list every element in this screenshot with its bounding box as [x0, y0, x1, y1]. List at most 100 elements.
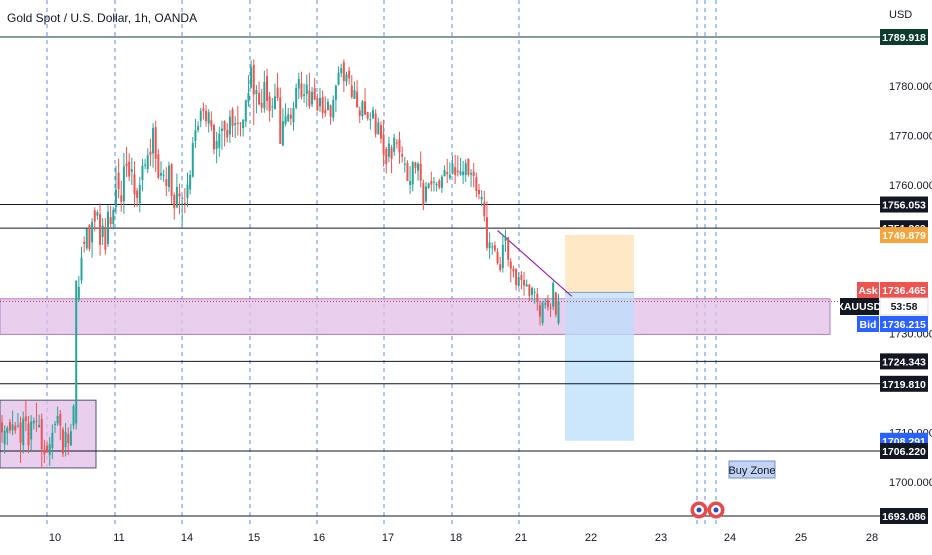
candle[interactable] — [499, 264, 502, 271]
candle[interactable] — [226, 130, 229, 138]
candle[interactable] — [173, 194, 176, 209]
candle[interactable] — [273, 96, 276, 110]
candle[interactable] — [69, 431, 72, 446]
candle[interactable] — [377, 122, 380, 135]
candle[interactable] — [538, 305, 541, 317]
candle[interactable] — [258, 92, 261, 105]
candle[interactable] — [326, 101, 329, 111]
candle[interactable] — [114, 189, 117, 208]
candle[interactable] — [459, 171, 462, 175]
candle[interactable] — [186, 184, 189, 198]
candle[interactable] — [56, 416, 59, 424]
candle[interactable] — [546, 300, 549, 308]
candle[interactable] — [83, 241, 86, 244]
candle[interactable] — [531, 287, 533, 295]
candle[interactable] — [289, 114, 292, 119]
candle[interactable] — [393, 137, 396, 152]
candle[interactable] — [181, 197, 184, 199]
candle[interactable] — [398, 139, 401, 153]
candle[interactable] — [223, 121, 226, 131]
candle[interactable] — [448, 174, 451, 179]
candle[interactable] — [345, 74, 348, 82]
candle[interactable] — [467, 158, 470, 175]
candle[interactable] — [358, 110, 361, 116]
candle[interactable] — [263, 82, 266, 109]
candle[interactable] — [250, 67, 253, 88]
candle[interactable] — [72, 406, 75, 426]
economic-event-icon[interactable] — [707, 501, 725, 519]
candle[interactable] — [125, 163, 128, 167]
candle[interactable] — [512, 268, 515, 272]
candle[interactable] — [403, 163, 406, 165]
candle[interactable] — [75, 280, 78, 424]
candle[interactable] — [303, 94, 306, 96]
candle[interactable] — [205, 110, 208, 122]
candle[interactable] — [557, 301, 560, 324]
position-target[interactable] — [565, 234, 634, 293]
candle[interactable] — [104, 227, 107, 250]
candle[interactable] — [544, 303, 547, 305]
candle[interactable] — [446, 172, 449, 175]
candle[interactable] — [364, 101, 367, 115]
candle[interactable] — [51, 432, 54, 449]
candle[interactable] — [409, 181, 412, 185]
candle[interactable] — [379, 125, 382, 139]
candle[interactable] — [440, 176, 443, 188]
candle[interactable] — [266, 76, 268, 101]
candle[interactable] — [507, 237, 510, 260]
candle[interactable] — [1, 422, 3, 433]
candle[interactable] — [32, 420, 35, 424]
candle[interactable] — [112, 209, 115, 225]
candle[interactable] — [297, 79, 300, 89]
candle[interactable] — [199, 110, 202, 122]
candle[interactable] — [496, 251, 499, 264]
candle[interactable] — [456, 170, 459, 173]
candle[interactable] — [46, 445, 49, 453]
candle[interactable] — [480, 196, 483, 200]
candle[interactable] — [340, 68, 343, 74]
candle[interactable] — [454, 167, 457, 176]
candle[interactable] — [228, 116, 231, 135]
candle[interactable] — [141, 165, 144, 181]
economic-event-icon[interactable] — [690, 501, 708, 519]
consolidation-box[interactable] — [0, 399, 97, 469]
candle[interactable] — [356, 91, 359, 108]
candle[interactable] — [504, 236, 507, 241]
candle[interactable] — [231, 109, 234, 127]
candle[interactable] — [138, 184, 141, 204]
candle[interactable] — [244, 100, 247, 122]
candle[interactable] — [353, 90, 356, 99]
candle[interactable] — [220, 128, 223, 132]
candle[interactable] — [136, 190, 139, 198]
candle[interactable] — [22, 418, 25, 446]
candle[interactable] — [401, 153, 404, 157]
candle[interactable] — [470, 173, 473, 175]
candle[interactable] — [552, 282, 555, 307]
candle[interactable] — [425, 186, 427, 202]
candle[interactable] — [369, 119, 372, 121]
candle[interactable] — [419, 163, 422, 181]
candle[interactable] — [541, 302, 544, 324]
candle[interactable] — [144, 164, 147, 166]
candle[interactable] — [472, 171, 475, 177]
candle[interactable] — [24, 416, 27, 421]
candle[interactable] — [374, 113, 377, 135]
candle[interactable] — [414, 162, 417, 168]
candle[interactable] — [189, 175, 192, 190]
candle[interactable] — [213, 125, 215, 150]
position-stop-side[interactable] — [565, 292, 634, 441]
candle[interactable] — [67, 434, 70, 444]
candle[interactable] — [523, 279, 526, 286]
candle[interactable] — [348, 70, 351, 79]
candle[interactable] — [59, 414, 62, 426]
candle[interactable] — [337, 72, 340, 85]
candle[interactable] — [292, 107, 295, 123]
candle[interactable] — [48, 444, 51, 456]
candle[interactable] — [133, 174, 136, 195]
candle[interactable] — [130, 169, 133, 172]
candle[interactable] — [311, 91, 314, 105]
candle[interactable] — [183, 202, 186, 205]
candle[interactable] — [149, 151, 152, 155]
